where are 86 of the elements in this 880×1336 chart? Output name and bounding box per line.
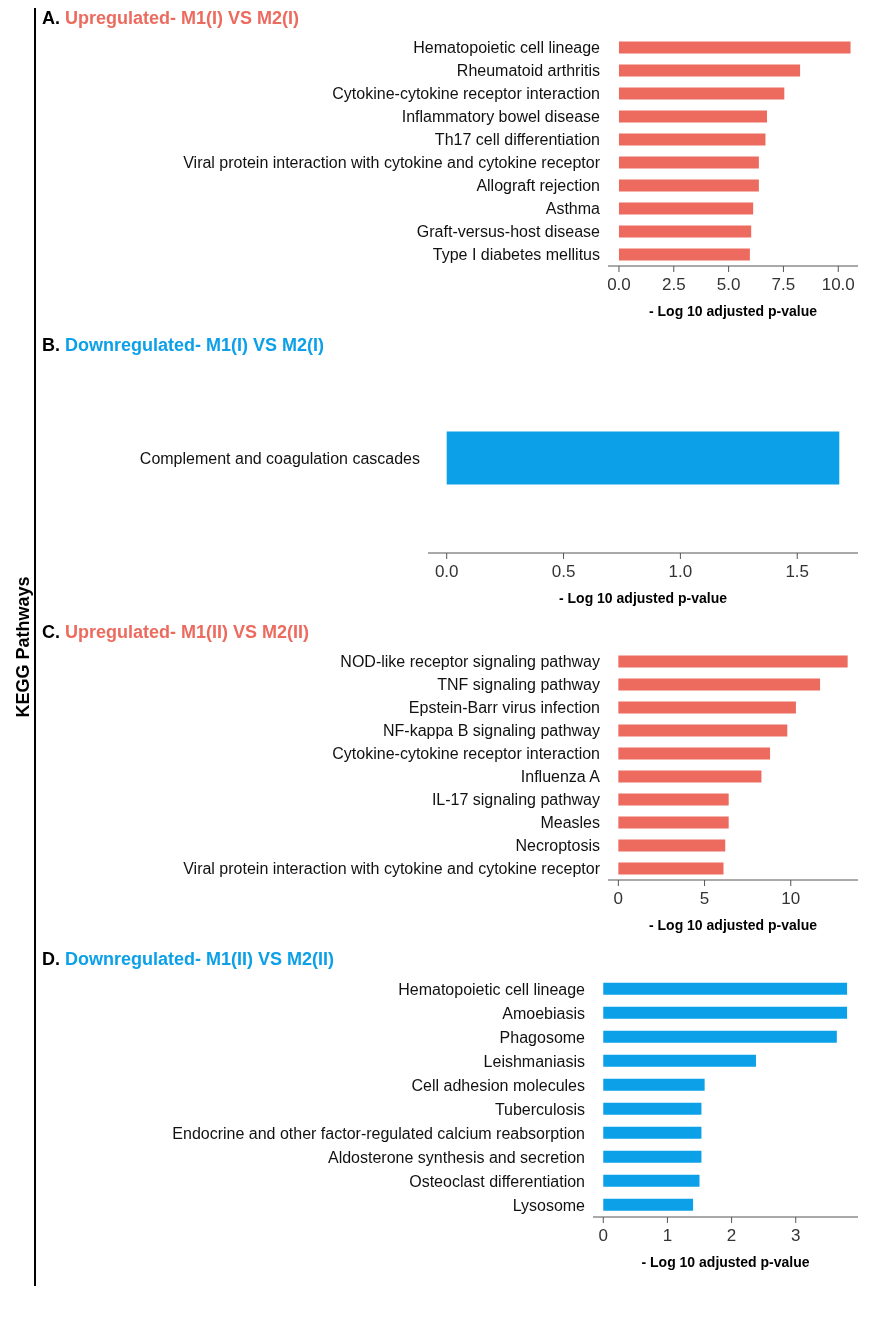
y-tick-label: Allograft rejection xyxy=(476,177,600,195)
y-tick-label: Type I diabetes mellitus xyxy=(432,246,600,264)
x-tick-label: 5 xyxy=(699,889,710,908)
bar xyxy=(618,839,726,852)
x-axis-title: - Log 10 adjusted p-value xyxy=(648,303,818,319)
bar xyxy=(603,1078,705,1091)
x-tick-label: 1 xyxy=(662,1226,673,1245)
bar xyxy=(618,64,801,77)
y-tick-label: Inflammatory bowel disease xyxy=(401,108,601,126)
y-tick-label: Hematopoietic cell lineage xyxy=(398,980,586,998)
y-tick-label: Measles xyxy=(540,814,600,832)
bar xyxy=(603,1102,702,1115)
bar xyxy=(618,202,754,215)
x-tick-label: 0.5 xyxy=(551,562,576,581)
y-tick-label: Rheumatoid arthritis xyxy=(456,62,600,80)
y-tick-label: NOD-like receptor signaling pathway xyxy=(340,653,600,671)
bar xyxy=(603,1006,848,1019)
y-tick-label: Asthma xyxy=(545,200,601,218)
x-tick-label: 0 xyxy=(598,1226,608,1245)
bar xyxy=(603,1126,702,1139)
bar xyxy=(618,133,766,146)
y-tick-label: Cell adhesion molecules xyxy=(411,1076,585,1094)
y-tick-label: Epstein-Barr virus infection xyxy=(408,699,600,717)
y-tick-label: Viral protein interaction with cytokine and cytokine receptor xyxy=(183,154,601,172)
y-tick-label: Cytokine-cytokine receptor interaction xyxy=(332,745,600,763)
bar xyxy=(618,248,750,261)
y-tick-label: Th17 cell differentiation xyxy=(434,131,600,149)
x-axis-title: - Log 10 adjusted p-value xyxy=(648,917,818,933)
bar xyxy=(603,1174,700,1187)
text: KEGG Pathways xyxy=(12,576,34,718)
bar xyxy=(618,724,788,737)
x-tick-label: 0.0 xyxy=(434,562,459,581)
bar xyxy=(618,655,848,668)
x-axis-title: - Log 10 adjusted p-value xyxy=(641,1254,810,1270)
bar xyxy=(618,41,851,54)
text: A. Upregulated- M1(I) VS M2(I) xyxy=(42,8,300,28)
text: D. Downregulated- M1(II) VS M2(II) xyxy=(42,949,335,969)
bar xyxy=(618,701,796,714)
text: B. Downregulated- M1(I) VS M2(I) xyxy=(42,335,325,355)
y-tick-label: Endocrine and other factor-regulated calcium reabsorption xyxy=(172,1124,585,1142)
y-tick-label: Lysosome xyxy=(512,1196,586,1214)
bar xyxy=(618,862,724,875)
bar xyxy=(603,1198,694,1211)
x-axis-title: - Log 10 adjusted p-value xyxy=(558,590,728,606)
bar xyxy=(618,225,752,238)
bar xyxy=(618,110,767,123)
y-tick-label: Aldosterone synthesis and secretion xyxy=(327,1148,585,1166)
bar xyxy=(618,156,759,169)
bar xyxy=(618,770,762,783)
x-tick-label: 5.0 xyxy=(716,275,741,294)
x-tick-label: 10 xyxy=(781,889,801,908)
y-tick-label: Amoebiasis xyxy=(502,1004,585,1022)
y-tick-label: Viral protein interaction with cytokine and cytokine receptor xyxy=(183,860,601,878)
bar xyxy=(603,1150,702,1163)
x-tick-label: 7.5 xyxy=(771,275,796,294)
y-tick-label: Phagosome xyxy=(499,1028,586,1046)
y-tick-label: TNF signaling pathway xyxy=(437,676,600,694)
x-tick-label: 1.0 xyxy=(668,562,693,581)
x-tick-label: 0 xyxy=(613,889,624,908)
y-tick-label: IL-17 signaling pathway xyxy=(431,791,600,809)
y-tick-label: Leishmaniasis xyxy=(483,1052,585,1070)
text: C. Upregulated- M1(II) VS M2(II) xyxy=(42,622,310,642)
x-tick-label: 2.5 xyxy=(661,275,686,294)
bar xyxy=(603,1054,756,1067)
y-tick-label: Necroptosis xyxy=(515,837,600,855)
y-tick-label: NF-kappa B signaling pathway xyxy=(382,722,600,740)
bar xyxy=(618,793,729,806)
bar xyxy=(618,179,759,192)
x-tick-label: 1.5 xyxy=(785,562,810,581)
bar xyxy=(618,747,771,760)
y-tick-label: Tuberculosis xyxy=(494,1100,585,1118)
x-tick-label: 2 xyxy=(726,1226,737,1245)
y-tick-label: Influenza A xyxy=(520,768,601,786)
x-tick-label: 3 xyxy=(791,1226,801,1245)
y-tick-label: Osteoclast differentiation xyxy=(409,1172,585,1190)
x-tick-label: 10.0 xyxy=(821,275,855,294)
bar xyxy=(618,816,729,829)
y-tick-label: Complement and coagulation cascades xyxy=(139,449,420,467)
bar xyxy=(618,87,785,100)
x-tick-label: 0.0 xyxy=(607,275,631,294)
bar xyxy=(618,678,821,691)
y-tick-label: Graft-versus-host disease xyxy=(416,223,601,241)
y-tick-label: Cytokine-cytokine receptor interaction xyxy=(332,85,600,103)
bar xyxy=(603,1030,837,1043)
y-tick-label: Hematopoietic cell lineage xyxy=(413,39,601,57)
bar xyxy=(603,982,848,995)
